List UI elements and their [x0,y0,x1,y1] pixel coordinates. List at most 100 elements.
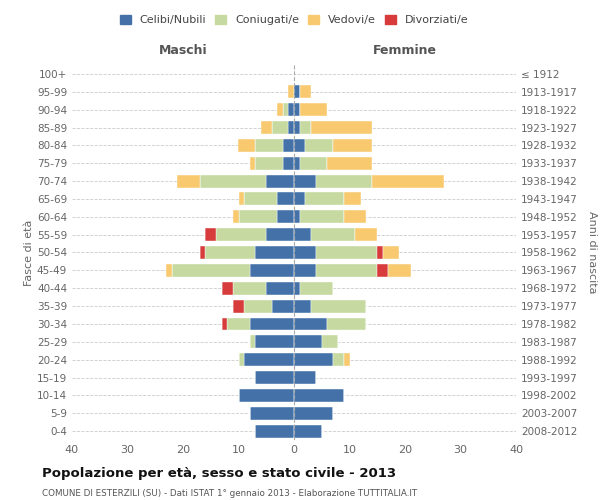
Bar [289,86,294,98]
Bar [294,246,316,259]
Text: COMUNE DI ESTERZILI (SU) - Dati ISTAT 1° gennaio 2013 - Elaborazione TUTTITALIA.: COMUNE DI ESTERZILI (SU) - Dati ISTAT 1°… [42,489,417,498]
Bar [255,246,294,259]
Bar [299,282,333,294]
Bar [294,86,299,98]
Bar [294,210,299,223]
Bar [294,389,344,402]
Bar [266,282,294,294]
Bar [328,318,366,330]
Text: Popolazione per età, sesso e stato civile - 2013: Popolazione per età, sesso e stato civil… [42,468,396,480]
Bar [328,157,372,170]
Bar [272,121,289,134]
Bar [344,210,366,223]
Bar [333,353,344,366]
Bar [305,192,344,205]
Bar [255,336,294,348]
Bar [377,264,388,277]
Bar [299,121,311,134]
Bar [294,264,316,277]
Bar [266,228,294,241]
Bar [311,228,355,241]
Bar [277,192,294,205]
Bar [294,192,305,205]
Bar [299,86,311,98]
Bar [239,389,294,402]
Bar [316,174,372,188]
Bar [227,318,250,330]
Bar [250,157,255,170]
Bar [316,264,377,277]
Bar [178,174,200,188]
Bar [294,157,299,170]
Bar [283,157,294,170]
Bar [217,228,266,241]
Bar [294,353,333,366]
Bar [294,139,305,152]
Bar [272,300,294,312]
Text: Femmine: Femmine [373,44,437,58]
Bar [244,353,294,366]
Bar [250,318,294,330]
Bar [233,210,239,223]
Bar [238,139,255,152]
Bar [377,246,383,259]
Legend: Celibi/Nubili, Coniugati/e, Vedovi/e, Divorziati/e: Celibi/Nubili, Coniugati/e, Vedovi/e, Di… [115,10,473,30]
Bar [239,353,244,366]
Bar [316,246,377,259]
Bar [250,407,294,420]
Bar [205,246,255,259]
Bar [233,300,244,312]
Bar [305,139,333,152]
Bar [200,174,266,188]
Bar [166,264,172,277]
Bar [322,336,338,348]
Bar [372,174,444,188]
Bar [255,139,283,152]
Bar [333,139,372,152]
Bar [344,353,349,366]
Bar [244,300,272,312]
Bar [355,228,377,241]
Bar [289,103,294,116]
Bar [299,103,328,116]
Text: Maschi: Maschi [158,44,208,58]
Bar [239,192,244,205]
Y-axis label: Fasce di età: Fasce di età [24,220,34,286]
Bar [283,103,289,116]
Bar [283,139,294,152]
Bar [277,210,294,223]
Bar [294,318,328,330]
Bar [233,282,266,294]
Bar [172,264,250,277]
Bar [294,424,322,438]
Bar [277,103,283,116]
Bar [294,174,316,188]
Bar [383,246,400,259]
Bar [244,192,277,205]
Bar [344,192,361,205]
Bar [294,282,299,294]
Bar [289,121,294,134]
Bar [255,157,283,170]
Bar [200,246,205,259]
Bar [294,336,322,348]
Bar [294,407,333,420]
Bar [311,121,372,134]
Bar [388,264,410,277]
Bar [222,318,227,330]
Bar [294,371,316,384]
Bar [311,300,366,312]
Bar [294,300,311,312]
Bar [250,336,255,348]
Y-axis label: Anni di nascita: Anni di nascita [587,211,597,294]
Bar [299,157,328,170]
Bar [299,210,344,223]
Bar [266,174,294,188]
Bar [294,121,299,134]
Bar [239,210,277,223]
Bar [255,424,294,438]
Bar [205,228,216,241]
Bar [294,228,311,241]
Bar [222,282,233,294]
Bar [250,264,294,277]
